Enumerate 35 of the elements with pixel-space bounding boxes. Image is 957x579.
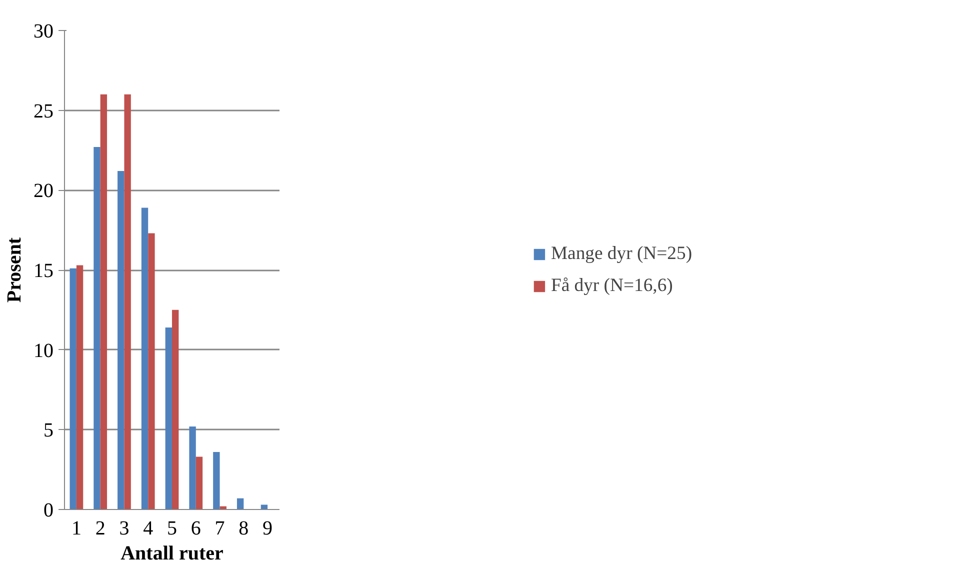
x-tick-label: 3 <box>119 518 130 540</box>
bar <box>165 327 172 510</box>
legend-label: Mange dyr (N=25) <box>550 242 692 264</box>
bar <box>76 265 84 510</box>
bar <box>118 171 124 510</box>
y-axis-title: Prosent <box>4 237 26 303</box>
x-tick-label: 1 <box>71 518 82 540</box>
bar <box>94 147 100 510</box>
y-tick-label: 5 <box>44 420 54 442</box>
bar <box>189 426 196 510</box>
y-tick-label: 30 <box>34 20 54 42</box>
y-tick-label: 20 <box>34 180 54 202</box>
bar <box>213 452 220 510</box>
bar <box>196 456 203 510</box>
x-tick-label: 4 <box>143 518 154 540</box>
bar <box>70 268 76 510</box>
bar <box>236 498 244 510</box>
bar <box>100 94 108 510</box>
y-tick-label: 15 <box>34 260 54 282</box>
bar <box>148 233 155 510</box>
bar <box>124 94 131 510</box>
y-tick-label: 10 <box>34 340 54 362</box>
bar <box>141 208 148 510</box>
y-tick-label: 0 <box>44 500 54 522</box>
x-axis-title: Antall ruter <box>120 542 224 564</box>
bar <box>260 504 268 510</box>
bar <box>172 310 179 510</box>
y-tick-label: 25 <box>34 100 54 122</box>
x-tick-label: 6 <box>190 518 201 540</box>
legend-label: Få dyr (N=16,6) <box>550 274 673 296</box>
x-tick-label: 5 <box>167 518 177 540</box>
x-tick-label: 9 <box>262 518 273 540</box>
x-tick-label: 2 <box>95 518 106 540</box>
x-tick-label: 8 <box>238 518 249 540</box>
x-tick-label: 7 <box>214 518 225 540</box>
